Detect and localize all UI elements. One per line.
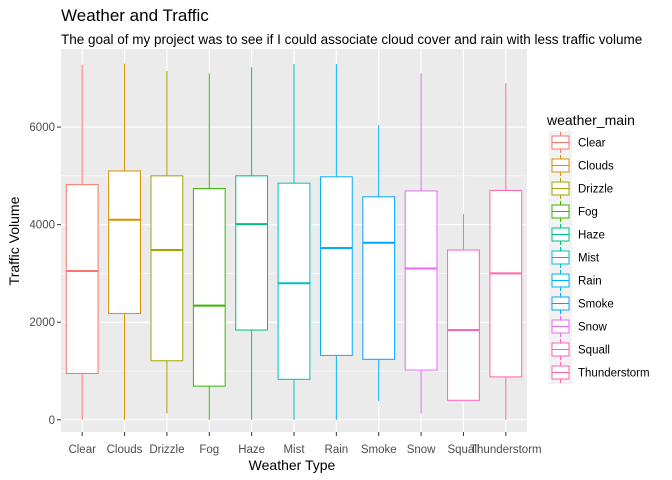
y-tick-label: 0 [49, 415, 55, 427]
legend-item-clouds: Clouds [549, 154, 614, 177]
legend-label: Mist [578, 253, 600, 265]
box-body [489, 189, 523, 378]
x-tick-label: Fog [199, 444, 219, 456]
legend-item-haze: Haze [549, 223, 605, 246]
box-haze [235, 67, 269, 420]
box-body [150, 175, 184, 362]
box-body [277, 182, 311, 380]
y-axis: 0 2000 4000 6000 [29, 122, 61, 427]
y-tick-label: 2000 [29, 317, 55, 329]
x-tick-label: Thunderstorm [470, 444, 542, 456]
y-axis-label: Traffic Volume [6, 196, 22, 285]
x-tick-label: Mist [283, 444, 305, 456]
x-tick-label: Squall [447, 444, 479, 456]
box-squall [447, 213, 480, 401]
legend-label: Drizzle [578, 184, 613, 196]
box-body [362, 196, 396, 360]
legend-label: Clouds [578, 161, 614, 173]
x-tick-label: Drizzle [149, 444, 184, 456]
box-rain [319, 64, 353, 420]
box-clouds [108, 63, 141, 420]
legend-label: Smoke [578, 299, 614, 311]
x-tick-label: Haze [238, 444, 265, 456]
x-tick-label: Snow [407, 444, 436, 456]
legend-item-smoke: Smoke [549, 292, 614, 315]
x-tick-label: Smoke [361, 444, 397, 456]
legend-label: Squall [578, 345, 610, 357]
legend-item-rain: Rain [549, 269, 602, 292]
x-axis: Clear Clouds Drizzle Fog Haze Mist Rain Smoke Sn… [68, 432, 542, 456]
box-drizzle [150, 70, 184, 414]
x-axis-label: Weather Type [249, 457, 336, 473]
box-clear [65, 64, 99, 420]
legend-label: Snow [578, 322, 607, 334]
x-tick-label: Rain [325, 444, 349, 456]
legend-item-mist: Mist [549, 246, 600, 269]
legend-item-snow: Snow [549, 315, 607, 338]
legend-item-fog: Fog [549, 200, 598, 223]
box-body [447, 249, 480, 401]
legend-item-thunderstorm: Thunderstorm [549, 361, 650, 384]
legend-label: Rain [578, 276, 602, 288]
y-tick-label: 4000 [29, 220, 55, 232]
boxes [65, 63, 523, 420]
x-tick-label: Clouds [107, 444, 143, 456]
legend-title: weather_main [546, 112, 635, 128]
box-body [319, 176, 353, 356]
legend-item-drizzle: Drizzle [549, 177, 613, 200]
y-tick-label: 6000 [29, 122, 55, 134]
box-body [404, 190, 438, 371]
legend-item-clear: Clear [549, 131, 606, 154]
x-tick-label: Clear [68, 444, 96, 456]
box-body [192, 188, 226, 387]
legend-label: Fog [578, 207, 598, 219]
legend: weather_main Clear Clouds Drizzle Fog Haze Mi… [546, 112, 650, 384]
box-mist [277, 64, 311, 420]
chart-title: Weather and Traffic [61, 6, 209, 25]
legend-label: Clear [578, 138, 606, 150]
legend-label: Thunderstorm [578, 368, 650, 380]
legend-label: Haze [578, 230, 605, 242]
box-fog [192, 73, 226, 420]
box-body [108, 170, 141, 314]
chart-subtitle: The goal of my project was to see if I c… [61, 32, 643, 47]
box-smoke [362, 125, 396, 402]
box-thunderstorm [489, 83, 523, 420]
legend-item-squall: Squall [549, 338, 610, 361]
box-snow [404, 73, 438, 414]
box-body [235, 175, 269, 331]
box-body [65, 184, 99, 374]
